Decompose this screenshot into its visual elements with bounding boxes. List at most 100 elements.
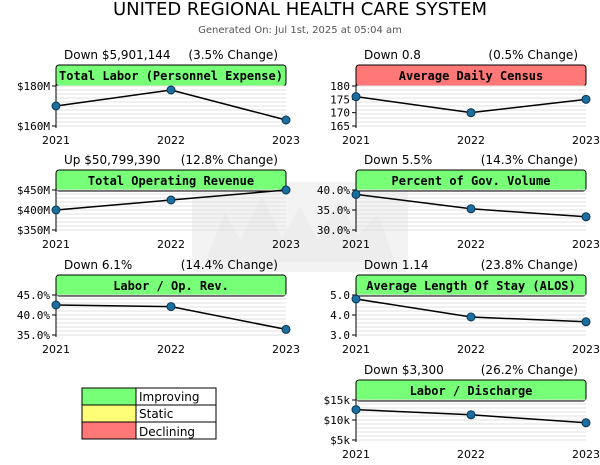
y-tick-label: $160M xyxy=(17,120,50,133)
chart-panel-4: Down 5.5% (14.3% Change) Percent of Gov. V… xyxy=(317,153,600,251)
y-tick-label: $350M xyxy=(17,224,50,237)
y-tick-label: $10k xyxy=(324,414,351,427)
y-tick-label: $400M xyxy=(17,204,50,217)
data-point xyxy=(281,185,291,195)
x-tick-label: 2022 xyxy=(457,134,485,147)
chart-panel-3: Up $50,799,390 (12.8% Change) Total Operat… xyxy=(17,153,300,251)
x-tick-label: 2023 xyxy=(572,343,600,356)
y-tick-label: 175 xyxy=(330,93,350,106)
legend-label-improving: Improving xyxy=(139,390,200,404)
x-tick-label: 2021 xyxy=(42,134,70,147)
change-amount: Down $3,300 xyxy=(364,363,444,377)
data-point xyxy=(166,195,176,205)
legend-swatch-improving xyxy=(81,387,137,406)
chart-panel-1: Down $5,901,144 (3.5% Change) Total Labor … xyxy=(17,48,300,147)
legend-label-box-declining xyxy=(135,421,217,440)
generated-timestamp: Generated On: Jul 1st, 2025 at 05:04 am xyxy=(198,25,402,36)
x-tick-label: 2023 xyxy=(272,343,300,356)
y-tick-label: 35.0% xyxy=(317,204,350,217)
change-percent: (3.5% Change) xyxy=(188,48,278,62)
legend-item-declining: Declining xyxy=(81,421,217,440)
legend-item-static: Static xyxy=(81,404,217,423)
data-point xyxy=(281,115,291,125)
data-point xyxy=(51,300,61,310)
y-tick-label: 40.0% xyxy=(317,184,350,197)
data-point xyxy=(466,312,476,322)
change-percent: (0.5% Change) xyxy=(488,48,578,62)
x-tick-label: 2023 xyxy=(272,238,300,251)
chart-title: Total Labor (Personnel Expense) xyxy=(59,69,283,83)
x-tick-label: 2023 xyxy=(572,238,600,251)
data-point xyxy=(166,302,176,312)
status-title-bar xyxy=(55,169,287,192)
x-tick-label: 2021 xyxy=(342,448,370,461)
data-point xyxy=(281,324,291,334)
chart-panel-6: Down 1.14 (23.8% Change) Average Length Of… xyxy=(330,258,600,356)
chart-panel-7: Down $3,300 (26.2% Change) Labor / Dischar… xyxy=(324,363,600,461)
x-tick-label: 2022 xyxy=(157,134,185,147)
y-tick-label: 165 xyxy=(330,120,350,133)
y-tick-label: $450M xyxy=(17,184,50,197)
data-point xyxy=(351,92,361,102)
x-tick-label: 2022 xyxy=(457,238,485,251)
x-tick-label: 2023 xyxy=(572,448,600,461)
data-point xyxy=(351,294,361,304)
data-point xyxy=(581,317,591,327)
data-point xyxy=(466,108,476,118)
chart-panel-5: Down 6.1% (14.4% Change) Labor / Op. Rev. 3… xyxy=(17,258,300,356)
chart-panel-2: Down 0.8 (0.5% Change) Average Daily Censu… xyxy=(330,48,600,147)
change-percent: (12.8% Change) xyxy=(181,153,278,167)
y-tick-label: 3.0 xyxy=(330,329,350,342)
chart-title: Labor / Op. Rev. xyxy=(113,279,229,293)
y-tick-label: 30.0% xyxy=(317,224,350,237)
watermark-logo xyxy=(192,182,408,272)
change-amount: Down 1.14 xyxy=(364,258,429,272)
y-tick-label: 170 xyxy=(330,107,350,120)
y-tick-label: $5k xyxy=(330,434,350,447)
y-tick-label: 40.0% xyxy=(17,309,50,322)
x-tick-label: 2021 xyxy=(342,134,370,147)
x-tick-label: 2021 xyxy=(42,238,70,251)
chart-title: Average Length Of Stay (ALOS) xyxy=(366,279,576,293)
page-title: UNITED REGIONAL HEALTH CARE SYSTEM xyxy=(113,0,487,20)
data-point xyxy=(166,85,176,95)
y-tick-label: 5.0 xyxy=(330,289,350,302)
x-tick-label: 2023 xyxy=(572,134,600,147)
x-tick-label: 2021 xyxy=(342,238,370,251)
status-title-bar xyxy=(355,379,587,402)
change-amount: Down $5,901,144 xyxy=(64,48,171,62)
chart-title: Average Daily Census xyxy=(399,69,544,83)
data-point xyxy=(351,189,361,199)
change-amount: Down 0.8 xyxy=(364,48,421,62)
y-tick-label: $180M xyxy=(17,80,50,93)
change-amount: Down 5.5% xyxy=(364,153,432,167)
status-title-bar xyxy=(355,169,587,192)
legend-swatch-declining xyxy=(81,421,137,440)
y-tick-label: 45.0% xyxy=(17,289,50,302)
data-point xyxy=(466,410,476,420)
x-tick-label: 2022 xyxy=(157,343,185,356)
data-point xyxy=(581,418,591,428)
change-amount: Down 6.1% xyxy=(64,258,132,272)
data-point xyxy=(351,405,361,415)
data-point xyxy=(51,205,61,215)
y-tick-label: 180 xyxy=(330,80,350,93)
legend: Improving Static Declining xyxy=(81,387,217,440)
change-percent: (14.4% Change) xyxy=(181,258,278,272)
change-percent: (23.8% Change) xyxy=(481,258,578,272)
chart-title: Total Operating Revenue xyxy=(88,174,254,188)
status-title-bar xyxy=(355,274,587,297)
data-point xyxy=(466,204,476,214)
y-tick-label: 35.0% xyxy=(17,329,50,342)
x-tick-label: 2021 xyxy=(42,343,70,356)
chart-title: Labor / Discharge xyxy=(410,384,533,398)
data-point xyxy=(581,94,591,104)
x-tick-label: 2021 xyxy=(342,343,370,356)
data-point xyxy=(51,101,61,111)
legend-label-static: Static xyxy=(139,407,173,421)
legend-item-improving: Improving xyxy=(81,387,217,406)
legend-swatch-static xyxy=(81,404,137,423)
chart-title: Percent of Gov. Volume xyxy=(392,174,551,188)
change-amount: Up $50,799,390 xyxy=(64,153,161,167)
x-tick-label: 2022 xyxy=(457,343,485,356)
